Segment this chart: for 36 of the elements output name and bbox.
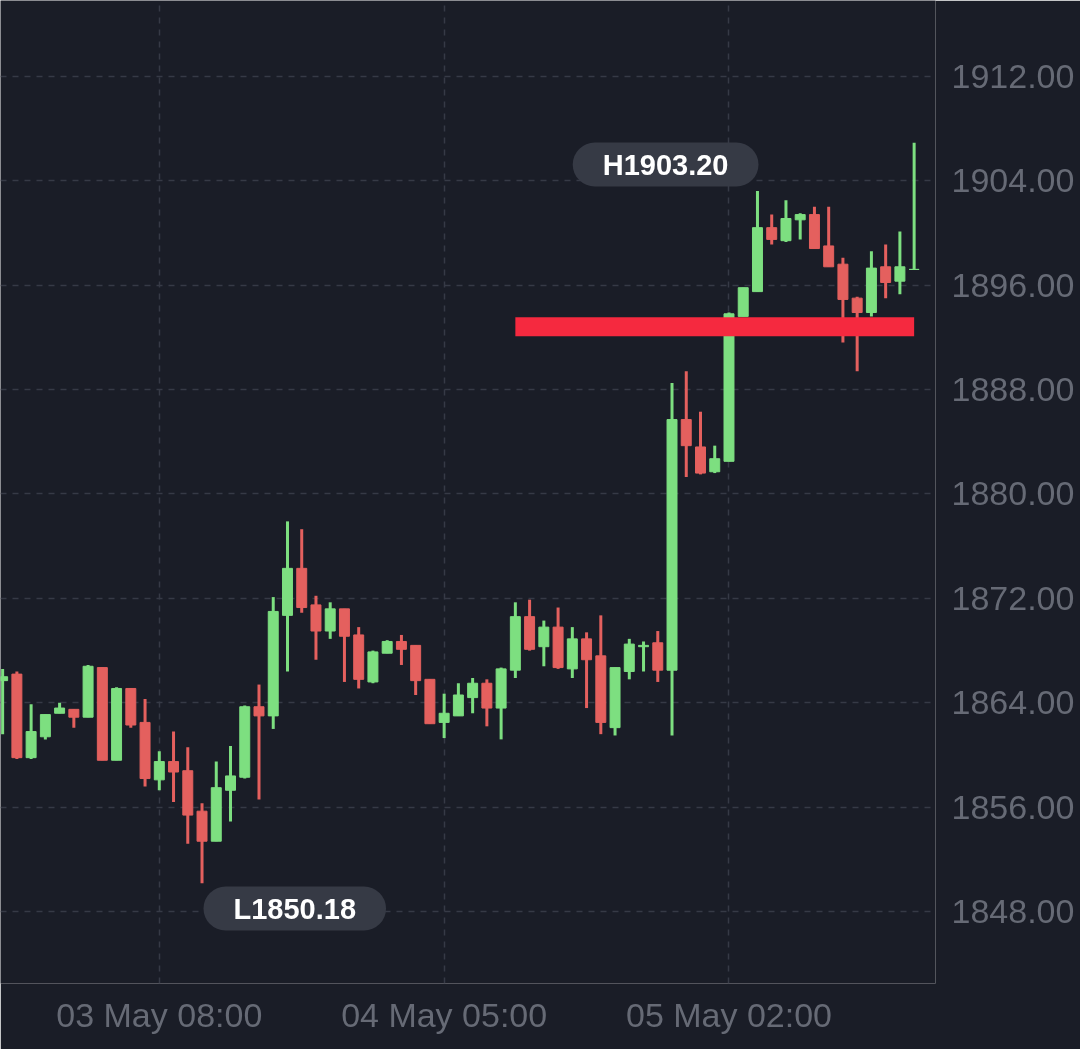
candlestick [467, 678, 479, 714]
x-tick-label: 05 May 02:00 [625, 995, 833, 1034]
y-tick-label: 1856.00 [951, 787, 1075, 826]
candlestick [438, 693, 450, 740]
candlestick [766, 214, 778, 245]
y-tick-label: 1880.00 [951, 474, 1075, 513]
candlestick [823, 205, 835, 268]
candlestick [794, 213, 806, 240]
candlestick [538, 620, 550, 667]
candlestick [253, 684, 265, 800]
candlestick [709, 445, 721, 475]
annotation: H1903.20 [602, 148, 729, 181]
candlestick [581, 632, 593, 710]
annotation: L1850.18 [233, 892, 357, 925]
y-tick-label: 1872.00 [951, 578, 1075, 617]
y-tick-label: 1904.00 [951, 161, 1075, 200]
y-tick-label: 1864.00 [951, 683, 1075, 722]
x-tick-label: 04 May 05:00 [341, 995, 548, 1034]
candlestick [638, 641, 650, 672]
y-tick-label: 1848.00 [951, 892, 1075, 931]
candlestick [225, 745, 236, 822]
candlestick [39, 714, 51, 740]
y-tick-label: 1888.00 [951, 370, 1075, 409]
candlestick [324, 602, 336, 639]
candlestick [68, 708, 80, 728]
candlestick [894, 231, 906, 296]
candlestick [908, 141, 920, 270]
candlestick [395, 633, 407, 665]
candlestick [168, 731, 180, 803]
candlestick [780, 200, 792, 243]
x-tick-label: 03 May 08:00 [56, 995, 263, 1034]
candlestick [452, 683, 464, 717]
y-tick-label: 1912.00 [951, 56, 1075, 95]
candlestick [153, 751, 165, 791]
candlestick [880, 244, 892, 300]
y-tick-label: 1896.00 [951, 265, 1075, 304]
